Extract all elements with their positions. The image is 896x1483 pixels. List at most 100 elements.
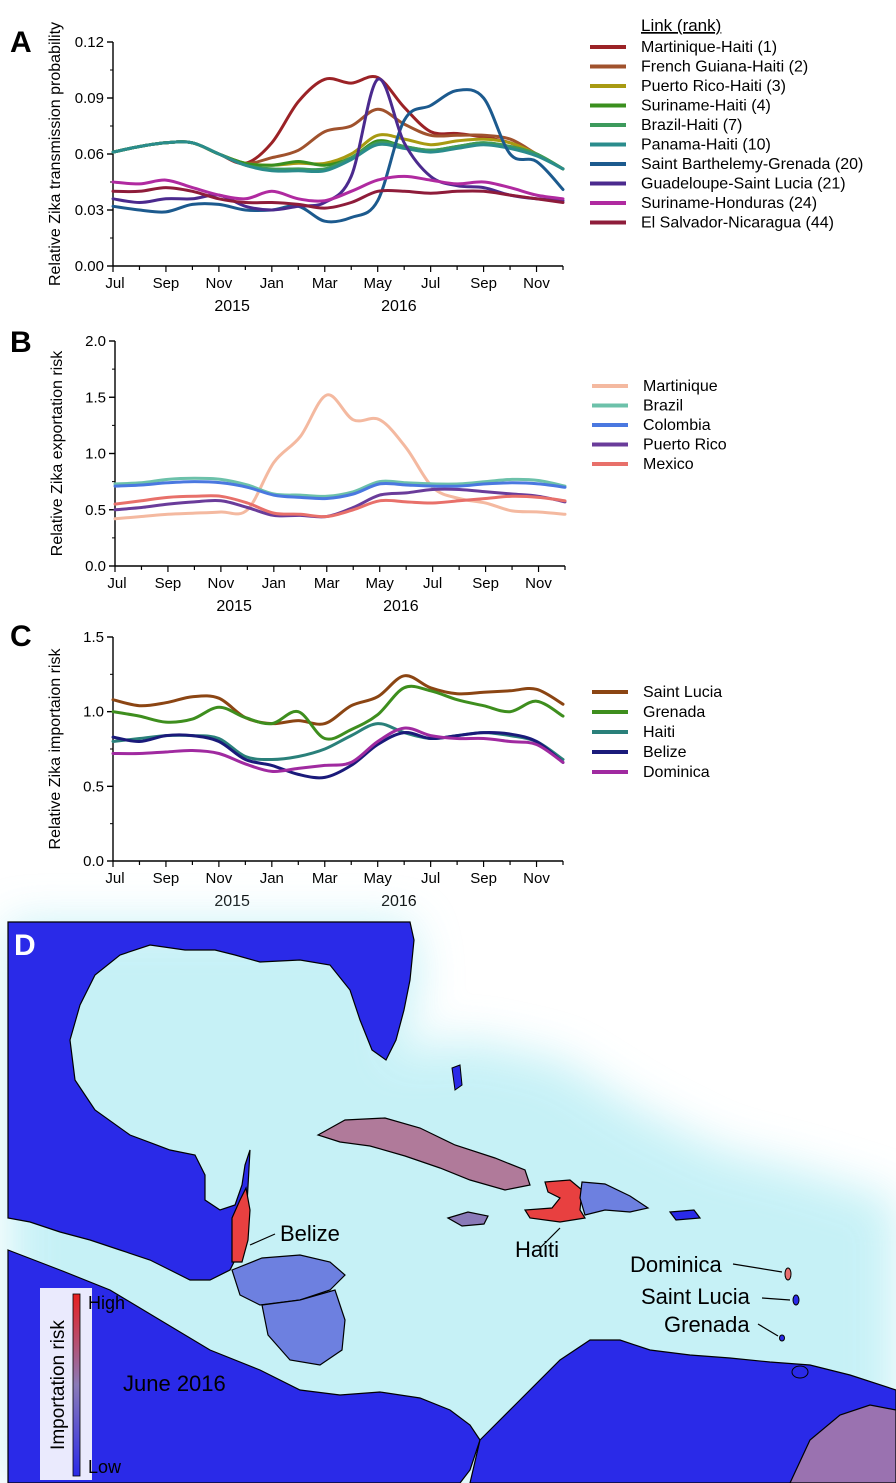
year-label: 2016 — [381, 298, 417, 315]
map-period: June 2016 — [123, 1371, 226, 1396]
grenada-leader — [757, 1323, 779, 1337]
legend-label: Guadeloupe-Saint Lucia (21) — [641, 176, 846, 193]
y-axis-label: Relative Zika exportation risk — [49, 350, 66, 556]
x-tick-label: May — [364, 870, 393, 887]
x-tick-label: May — [364, 275, 393, 292]
series-line — [111, 674, 565, 726]
land-south-america — [469, 1339, 896, 1483]
map-label-belize: Belize — [280, 1221, 340, 1246]
x-tick-label: Jul — [421, 275, 440, 292]
legend-label: Brazil — [643, 398, 683, 415]
series-line — [111, 730, 565, 780]
series-line — [111, 140, 565, 174]
y-tick-label: 0.12 — [75, 34, 104, 51]
y-tick-label: 0.06 — [75, 146, 104, 163]
x-tick-label: Jan — [260, 870, 284, 887]
land-cuba — [316, 1117, 531, 1191]
x-tick-label: Jan — [262, 575, 286, 592]
land-nicaragua — [261, 1289, 346, 1366]
y-tick-label: 1.5 — [83, 629, 104, 646]
series-line — [111, 77, 565, 212]
legend-label: Grenada — [643, 704, 705, 721]
x-tick-label: Mar — [312, 870, 338, 887]
land-belize — [231, 1186, 251, 1263]
x-tick-label: Jul — [421, 870, 440, 887]
map-label-dominica: Dominica — [630, 1252, 722, 1277]
x-tick-label: Mar — [314, 575, 340, 592]
dominica-leader — [732, 1263, 783, 1273]
y-tick-label: 1.0 — [85, 446, 106, 463]
belize-leader — [249, 1233, 276, 1246]
legend-label: Brazil-Haiti (7) — [641, 117, 742, 134]
caribbean-risk-map: Belize Haiti Dominica Saint Lucia Grenad… — [7, 921, 896, 1483]
map-label-haiti: Haiti — [515, 1237, 559, 1262]
x-tick-label: Jul — [107, 575, 126, 592]
series-line — [111, 722, 565, 762]
x-tick-label: Mar — [312, 275, 338, 292]
legend-label: Colombia — [643, 417, 711, 434]
land-jamaica — [446, 1211, 489, 1227]
land-saint-lucia — [792, 1294, 800, 1306]
legend-label: Dominica — [643, 764, 710, 781]
panel-letter-b: B — [10, 326, 32, 359]
year-label: 2016 — [383, 598, 419, 615]
year-label: 2015 — [214, 893, 250, 910]
x-tick-label: Nov — [525, 575, 552, 592]
x-tick-label: Sep — [155, 575, 182, 592]
panel-letter-a: A — [10, 26, 32, 59]
chart-importation-risk: 0.0 0.5 1.0 1.5 Jul Sep Nov Jan Mar May Jul Sep Nov 2… — [47, 629, 722, 910]
legend-label: Puerto Rico-Haiti (3) — [641, 78, 786, 95]
year-label: 2016 — [381, 893, 417, 910]
x-tick-label: Jul — [105, 275, 124, 292]
series-line — [113, 494, 567, 519]
legend-low: Low — [88, 1457, 122, 1477]
x-tick-label: Nov — [206, 870, 233, 887]
y-tick-label: 2.0 — [85, 333, 106, 350]
series-line — [111, 174, 565, 203]
land-trinidad — [791, 1365, 809, 1379]
chart-exportation-risk: 0.0 0.5 1.0 1.5 2.0 Jul Sep Nov Jan Mar May Jul Sep N… — [49, 333, 727, 615]
land-south-america-east — [789, 1404, 896, 1483]
legend-label: French Guiana-Haiti (2) — [641, 59, 808, 76]
legend-title: Link (rank) — [641, 16, 721, 35]
land-central-america — [7, 1249, 481, 1483]
x-tick-label: Sep — [153, 870, 180, 887]
y-tick-label: 0.09 — [75, 90, 104, 107]
x-tick-label: Jan — [260, 275, 284, 292]
year-label: 2015 — [216, 598, 252, 615]
legend-label: Belize — [643, 744, 687, 761]
importation-risk-colorbar — [72, 1293, 81, 1477]
y-tick-label: 0.5 — [85, 502, 106, 519]
legend-label: Martinique-Haiti (1) — [641, 39, 777, 56]
x-tick-label: Nov — [523, 275, 550, 292]
land-bahamas — [451, 1064, 463, 1091]
y-tick-label: 0.00 — [75, 258, 104, 275]
y-tick-label: 1.5 — [85, 389, 106, 406]
legend-label: Suriname-Honduras (24) — [641, 195, 817, 212]
legend-label: Panama-Haiti (10) — [641, 137, 771, 154]
series-line — [113, 476, 567, 498]
x-tick-label: Jul — [105, 870, 124, 887]
y-axis-label: Relative Zika transmission probability — [47, 22, 64, 286]
series-line — [113, 480, 567, 501]
land-north-america — [7, 921, 415, 1281]
land-dominica — [784, 1267, 792, 1281]
x-tick-label: May — [366, 575, 395, 592]
legend-label: Mexico — [643, 456, 694, 473]
legend-label: Puerto Rico — [643, 437, 727, 454]
x-tick-label: Sep — [470, 870, 497, 887]
year-label: 2015 — [214, 298, 250, 315]
legend-label: Martinique — [643, 378, 718, 395]
map-label-grenada: Grenada — [664, 1312, 750, 1337]
panel-letter-d: D — [14, 929, 36, 962]
land-dominican-republic — [579, 1181, 650, 1216]
series-line — [111, 726, 565, 774]
series-line — [111, 88, 565, 224]
map-label-saint-lucia: Saint Lucia — [641, 1284, 751, 1309]
legend-label: Saint Barthelemy-Grenada (20) — [641, 156, 863, 173]
land-honduras — [231, 1254, 346, 1306]
series-line — [113, 393, 567, 521]
haiti-leader — [539, 1227, 561, 1249]
legend-title: Importation risk — [48, 1320, 69, 1450]
